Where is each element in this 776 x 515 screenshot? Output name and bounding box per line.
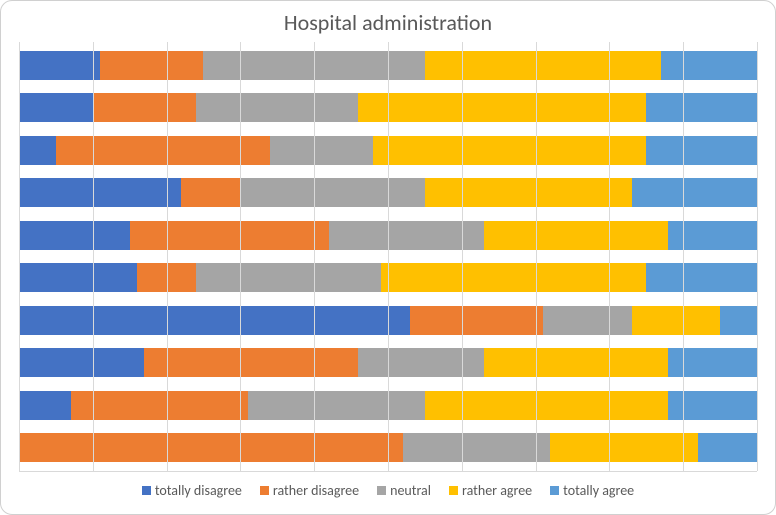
- bar-segment-totally_agree: [698, 433, 757, 462]
- bar-segment-neutral: [543, 306, 632, 335]
- bar-segment-totally_agree: [668, 221, 757, 250]
- legend-swatch-icon: [260, 486, 269, 495]
- legend-label: rather agree: [462, 482, 532, 499]
- legend-label: totally disagree: [155, 482, 242, 499]
- bar-segment-totally_disagree: [19, 306, 410, 335]
- gridline: [462, 42, 463, 471]
- bar-segment-totally_agree: [668, 348, 757, 377]
- bar-segment-rather_agree: [632, 306, 721, 335]
- gridline: [93, 42, 94, 471]
- bar-segment-totally_disagree: [19, 348, 144, 377]
- bar-segment-rather_agree: [373, 136, 646, 165]
- bar-segment-neutral: [358, 348, 483, 377]
- legend-item-neutral: neutral: [377, 482, 431, 499]
- legend-label: totally agree: [563, 482, 634, 499]
- bar-segment-totally_disagree: [19, 178, 181, 207]
- legend-swatch-icon: [449, 486, 458, 495]
- gridline: [609, 42, 610, 471]
- bar-segment-totally_disagree: [19, 391, 71, 420]
- legend-swatch-icon: [550, 486, 559, 495]
- gridline: [167, 42, 168, 471]
- chart-container: Hospital administration totally disagree…: [0, 0, 776, 515]
- bar-segment-neutral: [196, 263, 381, 292]
- bar-segment-totally_agree: [661, 51, 757, 80]
- gridline: [19, 42, 20, 471]
- bar-segment-rather_disagree: [181, 178, 240, 207]
- bar-segment-rather_disagree: [93, 93, 196, 122]
- bar-segment-rather_agree: [550, 433, 698, 462]
- gridline: [314, 42, 315, 471]
- legend: totally disagree rather disagree neutral ra…: [19, 482, 757, 499]
- bar-segment-rather_disagree: [144, 348, 358, 377]
- bar-segment-totally_disagree: [19, 51, 100, 80]
- bar-segment-rather_agree: [484, 221, 669, 250]
- bar-segment-rather_agree: [381, 263, 647, 292]
- bar-segment-neutral: [329, 221, 484, 250]
- chart-title: Hospital administration: [19, 9, 757, 36]
- legend-item-rather_agree: rather agree: [449, 482, 532, 499]
- legend-swatch-icon: [377, 486, 386, 495]
- legend-label: neutral: [390, 482, 431, 499]
- legend-item-totally_agree: totally agree: [550, 482, 634, 499]
- bar-segment-neutral: [240, 178, 425, 207]
- bar-segment-rather_disagree: [410, 306, 543, 335]
- gridline: [536, 42, 537, 471]
- bar-segment-rather_disagree: [56, 136, 270, 165]
- bar-segment-totally_agree: [720, 306, 757, 335]
- bar-segment-totally_disagree: [19, 263, 137, 292]
- bar-segment-totally_agree: [668, 391, 757, 420]
- gridline: [683, 42, 684, 471]
- bar-segment-rather_disagree: [100, 51, 203, 80]
- legend-swatch-icon: [142, 486, 151, 495]
- gridline: [757, 42, 758, 471]
- bar-segment-totally_disagree: [19, 93, 93, 122]
- bar-segment-neutral: [196, 93, 358, 122]
- gridline: [240, 42, 241, 471]
- bar-segment-rather_agree: [425, 51, 661, 80]
- bar-segment-totally_agree: [646, 136, 757, 165]
- bar-segment-totally_agree: [646, 93, 757, 122]
- bar-segment-rather_disagree: [71, 391, 248, 420]
- bar-segment-rather_disagree: [130, 221, 329, 250]
- gridline: [388, 42, 389, 471]
- bar-segment-rather_disagree: [19, 433, 403, 462]
- bar-segment-rather_agree: [358, 93, 646, 122]
- plot-area: [19, 42, 757, 472]
- bar-segment-rather_agree: [425, 178, 632, 207]
- bar-segment-totally_agree: [632, 178, 757, 207]
- bar-segment-totally_disagree: [19, 221, 130, 250]
- legend-item-rather_disagree: rather disagree: [260, 482, 359, 499]
- bar-segment-neutral: [270, 136, 373, 165]
- bar-segment-totally_agree: [646, 263, 757, 292]
- bar-segment-totally_disagree: [19, 136, 56, 165]
- legend-label: rather disagree: [273, 482, 359, 499]
- bar-segment-neutral: [403, 433, 551, 462]
- bar-segment-neutral: [248, 391, 425, 420]
- legend-item-totally_disagree: totally disagree: [142, 482, 242, 499]
- bar-segment-rather_agree: [484, 348, 669, 377]
